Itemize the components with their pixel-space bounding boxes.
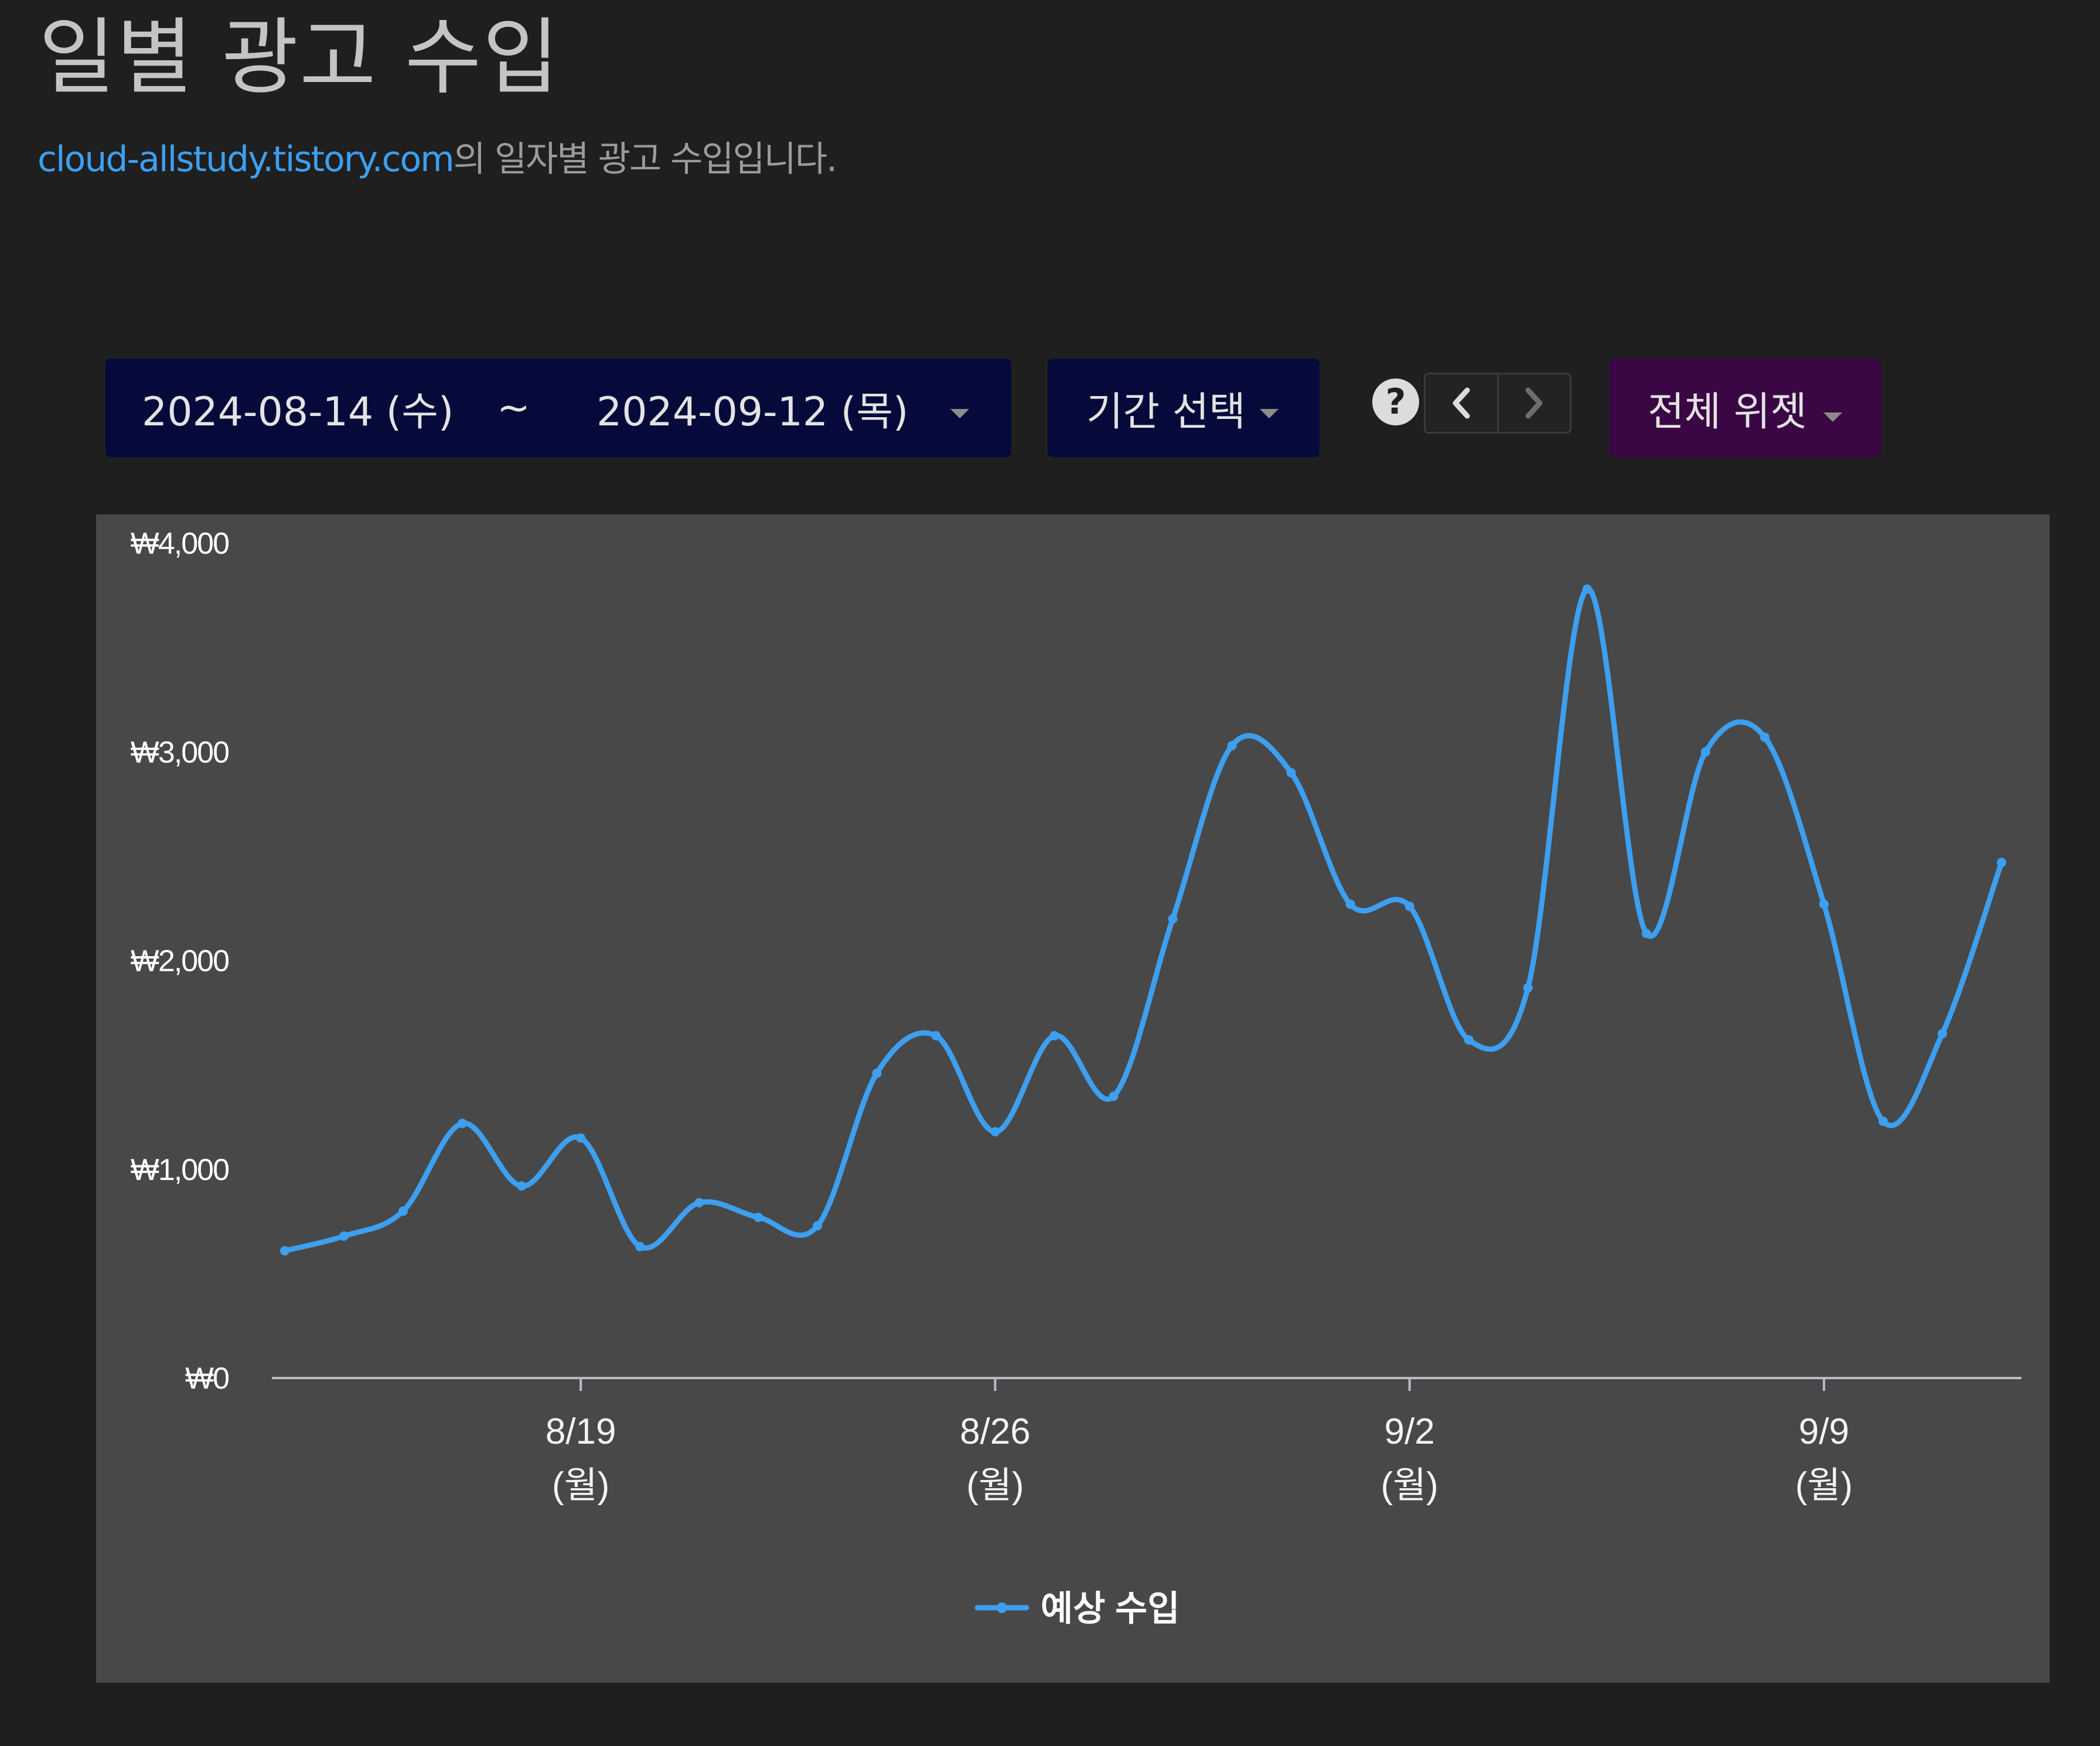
data-point [339, 1231, 349, 1241]
data-point [694, 1198, 704, 1208]
data-point [398, 1206, 408, 1216]
description-suffix: 의 일자별 광고 수입입니다. [453, 139, 837, 180]
y-tick-label: ₩2,000 [131, 944, 229, 978]
series-line [282, 586, 2004, 1254]
data-point [1227, 741, 1237, 751]
data-point [813, 1220, 823, 1230]
date-range-separator: ~ [497, 384, 530, 431]
x-tick-label: 9/9 [1799, 1411, 1849, 1452]
caret-down-icon [1823, 412, 1842, 422]
data-point [458, 1118, 468, 1128]
data-point [1404, 901, 1414, 911]
widget-select-label: 전체 위젯 [1648, 388, 1807, 435]
y-tick-label: ₩3,000 [131, 735, 229, 769]
period-nav [1424, 373, 1571, 434]
data-point [990, 1127, 1000, 1137]
y-tick-label: ₩4,000 [131, 527, 229, 561]
page-description: cloud-allstudy.tistory.com의 일자별 광고 수입입니다… [38, 139, 837, 180]
data-point [517, 1181, 527, 1191]
data-point [1523, 983, 1533, 993]
help-icon[interactable]: ? [1372, 378, 1419, 425]
x-tick-label: 8/19 [546, 1411, 616, 1452]
x-tick-sublabel: (월) [1795, 1465, 1853, 1506]
y-tick-label: ₩1,000 [131, 1153, 229, 1187]
revenue-line-chart: ₩0 ₩1,000 ₩2,000 ₩3,000 ₩4,000 8/19 (월) 8/26 (월)… [131, 527, 2021, 1628]
x-tick-label: 8/26 [960, 1411, 1031, 1452]
page-title: 일별 광고 수입 [39, 9, 561, 106]
previous-period-button[interactable] [1426, 374, 1497, 432]
chevron-left-icon [1453, 387, 1470, 419]
period-select-button[interactable]: 기간 선택 [1048, 359, 1320, 457]
data-point [1464, 1035, 1474, 1045]
y-tick-label: ₩0 [185, 1362, 229, 1396]
x-tick-label: 9/2 [1385, 1411, 1435, 1452]
data-point [1168, 914, 1178, 924]
caret-down-icon [1260, 409, 1279, 418]
x-tick-sublabel: (월) [552, 1465, 609, 1506]
data-point [576, 1133, 586, 1143]
data-point [1582, 584, 1592, 594]
legend-swatch-dot [997, 1602, 1007, 1613]
data-point [1878, 1116, 1888, 1126]
data-point [1641, 929, 1651, 939]
date-range-picker[interactable]: 2024-08-14 (수) ~ 2024-09-12 (목) [105, 359, 1011, 457]
data-point [1049, 1031, 1059, 1041]
data-point [754, 1212, 763, 1222]
data-point [1819, 899, 1829, 909]
data-point [931, 1031, 941, 1041]
data-point [1700, 747, 1710, 757]
data-point [1760, 732, 1770, 742]
data-point [872, 1068, 882, 1078]
x-tick-sublabel: (월) [966, 1465, 1024, 1506]
revenue-chart-panel: ₩0 ₩1,000 ₩2,000 ₩3,000 ₩4,000 8/19 (월) 8/26 (월)… [96, 514, 2050, 1683]
next-period-button[interactable] [1496, 374, 1570, 432]
start-date: 2024-08-14 (수) [142, 388, 454, 435]
site-link[interactable]: cloud-allstudy.tistory.com [38, 139, 455, 180]
chevron-right-icon [1525, 387, 1543, 419]
data-point [1997, 858, 2006, 868]
data-point [1937, 1029, 1947, 1039]
end-date: 2024-09-12 (목) [596, 388, 909, 435]
x-tick-sublabel: (월) [1380, 1465, 1438, 1506]
legend-label: 예상 수입 [1041, 1589, 1179, 1628]
period-select-label: 기간 선택 [1086, 388, 1246, 435]
data-point [1286, 768, 1296, 777]
widget-select-button[interactable]: 전체 위젯 [1609, 359, 1881, 457]
data-point [635, 1242, 645, 1251]
caret-down-icon [950, 409, 969, 418]
data-point [1109, 1092, 1119, 1102]
data-point [280, 1246, 289, 1256]
data-point [1345, 899, 1355, 909]
